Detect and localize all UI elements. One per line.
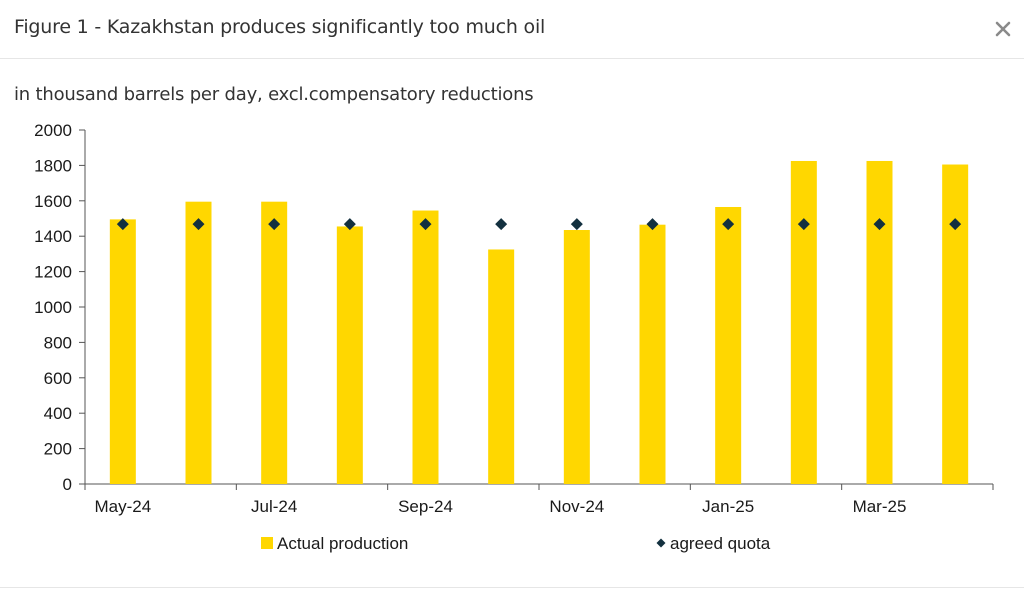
bar [412, 210, 439, 484]
y-tick-label: 800 [44, 333, 72, 352]
y-tick-label: 1600 [34, 192, 72, 211]
close-icon [995, 21, 1011, 37]
quota-marker [646, 218, 659, 231]
x-axis: May-24 Jul-24 Sep-24 Nov-24 Jan-25 Mar-25 [84, 483, 994, 516]
quota-marker [116, 218, 129, 231]
legend-quota-marker [656, 538, 666, 548]
y-tick-label: 1400 [34, 227, 72, 246]
bar [790, 160, 817, 484]
quota-marker [268, 218, 281, 231]
y-tick-label: 0 [63, 475, 72, 494]
x-tick-label: Jul-24 [251, 497, 297, 516]
quota-marker [949, 218, 962, 231]
quota-marker [722, 218, 735, 231]
y-tick-label: 1000 [34, 298, 72, 317]
figure-title: Figure 1 - Kazakhstan produces significa… [14, 16, 546, 38]
close-button[interactable] [990, 14, 1016, 44]
legend-actual-production: Actual production [277, 534, 408, 553]
y-tick-label: 2000 [34, 121, 72, 140]
bar [715, 206, 742, 484]
chart-subtitle: in thousand barrels per day, excl.compen… [14, 84, 534, 105]
y-tick-label: 600 [44, 369, 72, 388]
y-tick-label: 1200 [34, 263, 72, 282]
bar [942, 164, 969, 484]
y-axis: 0 200 400 600 800 1000 1200 1400 1600 1800 2000 [34, 121, 86, 494]
bar [866, 160, 893, 484]
legend-agreed-quota: agreed quota [670, 534, 771, 553]
quota-series [116, 218, 962, 231]
quota-marker [873, 218, 886, 231]
quota-marker [495, 218, 508, 231]
x-tick-label: Sep-24 [398, 497, 453, 516]
bar [185, 201, 212, 484]
bar [563, 230, 590, 484]
bar [109, 219, 136, 484]
bar [261, 201, 288, 484]
quota-marker [192, 218, 205, 231]
bar [639, 224, 666, 484]
x-tick-label: Jan-25 [702, 497, 754, 516]
x-tick-label: May-24 [94, 497, 151, 516]
quota-marker [419, 218, 432, 231]
y-tick-label: 1800 [34, 156, 72, 175]
dialog-header: Figure 1 - Kazakhstan produces significa… [0, 0, 1024, 59]
y-tick-label: 400 [44, 404, 72, 423]
bottom-divider [0, 587, 1024, 588]
x-tick-label: Nov-24 [549, 497, 604, 516]
bar-series [109, 160, 969, 484]
quota-marker [797, 218, 810, 231]
x-tick-label: Mar-25 [853, 497, 907, 516]
quota-marker [343, 218, 356, 231]
quota-marker [570, 218, 583, 231]
legend: Actual production agreed quota [261, 534, 771, 553]
legend-bar-swatch [261, 537, 273, 549]
bar [336, 226, 363, 484]
y-tick-label: 200 [44, 440, 72, 459]
bar [488, 249, 515, 484]
